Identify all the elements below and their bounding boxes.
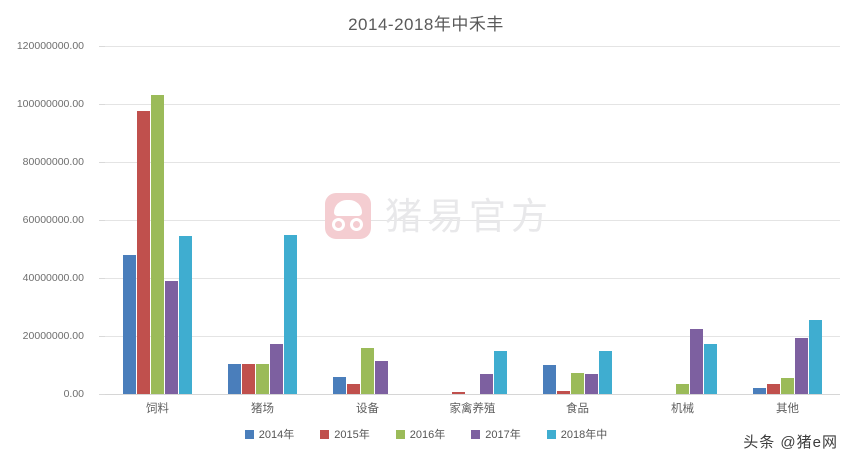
- bar-group: [105, 46, 210, 394]
- y-tick-mark: [99, 394, 105, 395]
- y-tick-label: 80000000.00: [22, 156, 84, 168]
- y-tick-label: 40000000.00: [22, 272, 84, 284]
- bar[interactable]: [361, 347, 374, 394]
- gridline: [105, 278, 840, 279]
- bar[interactable]: [704, 344, 717, 394]
- bar[interactable]: [270, 344, 283, 394]
- bar[interactable]: [333, 376, 346, 394]
- bar[interactable]: [347, 383, 360, 394]
- x-tick-label: 食品: [566, 403, 589, 415]
- bar[interactable]: [599, 350, 612, 394]
- bar[interactable]: [690, 329, 703, 394]
- legend-swatch: [546, 429, 556, 439]
- x-tick-label: 设备: [356, 403, 379, 415]
- bar[interactable]: [284, 235, 297, 394]
- bar[interactable]: [256, 363, 269, 394]
- chart-legend: 2014年 2015年 2016年 2017年 2018年中: [0, 426, 852, 442]
- y-tick-label: 60000000.00: [22, 214, 84, 226]
- y-tick-label: 20000000.00: [22, 330, 84, 342]
- y-tick-mark: [99, 46, 105, 47]
- legend-label: 2014年: [258, 429, 295, 441]
- bar[interactable]: [179, 236, 192, 394]
- gridline: [105, 162, 840, 163]
- bar-group: [210, 46, 315, 394]
- x-tick-label: 机械: [671, 403, 694, 415]
- bar[interactable]: [795, 338, 808, 394]
- legend-item[interactable]: 2018年中: [546, 426, 608, 442]
- plot-area: 0.00 20000000.00 40000000.00 60000000.00 800…: [17, 40, 840, 415]
- chart-title: 2014-2018年中禾丰: [348, 15, 504, 34]
- legend-item[interactable]: 2016年: [395, 426, 446, 442]
- x-tick-label: 家禽养殖: [449, 403, 496, 415]
- bar-group: [420, 46, 525, 394]
- bar[interactable]: [151, 95, 164, 394]
- y-tick-mark: [99, 104, 105, 105]
- bar[interactable]: [123, 255, 136, 394]
- y-tick-mark: [99, 336, 105, 337]
- legend-swatch: [395, 429, 405, 439]
- legend-label: 2017年: [485, 429, 521, 441]
- footer-credit: 头条 @猪e网: [743, 434, 838, 451]
- bar[interactable]: [480, 373, 493, 394]
- legend-label: 2015年: [334, 429, 370, 441]
- bar[interactable]: [557, 390, 570, 394]
- bar[interactable]: [242, 363, 255, 394]
- bar[interactable]: [543, 365, 556, 394]
- y-tick-label: 100000000.00: [16, 98, 84, 110]
- y-tick-mark: [99, 220, 105, 221]
- bar-group: [630, 46, 735, 394]
- bar[interactable]: [137, 111, 150, 394]
- bar[interactable]: [452, 392, 465, 394]
- legend-label: 2016年: [409, 429, 446, 441]
- bars-layer: [105, 46, 840, 394]
- legend-item[interactable]: 2014年: [244, 426, 295, 442]
- legend-swatch: [471, 429, 481, 439]
- x-axis-line: [105, 394, 840, 395]
- gridline: [105, 336, 840, 337]
- bar[interactable]: [571, 373, 584, 394]
- legend-swatch: [244, 429, 254, 439]
- bar-group: [735, 46, 840, 394]
- y-tick-label: 120000000.00: [16, 40, 84, 52]
- gridline: [105, 220, 840, 221]
- bar-group: [315, 46, 420, 394]
- bar[interactable]: [165, 281, 178, 394]
- legend-swatch: [320, 429, 330, 439]
- legend-item[interactable]: 2017年: [471, 426, 521, 442]
- bar[interactable]: [676, 384, 689, 394]
- y-tick-label: 0.00: [63, 388, 84, 400]
- bar[interactable]: [809, 320, 822, 394]
- bar[interactable]: [753, 388, 766, 394]
- x-tick-label: 饲料: [146, 403, 169, 415]
- bar[interactable]: [375, 360, 388, 394]
- bar[interactable]: [228, 363, 241, 394]
- gridline: [105, 46, 840, 47]
- y-tick-mark: [99, 278, 105, 279]
- x-tick-label: 猪场: [251, 403, 274, 415]
- legend-label: 2018年中: [560, 429, 608, 441]
- bar[interactable]: [494, 350, 507, 394]
- legend-item[interactable]: 2015年: [320, 426, 370, 442]
- bar[interactable]: [585, 373, 598, 394]
- x-tick-label: 其他: [776, 403, 799, 415]
- bar-group: [525, 46, 630, 394]
- bar[interactable]: [767, 383, 780, 394]
- y-tick-mark: [99, 162, 105, 163]
- bar[interactable]: [781, 378, 794, 394]
- gridline: [105, 104, 840, 105]
